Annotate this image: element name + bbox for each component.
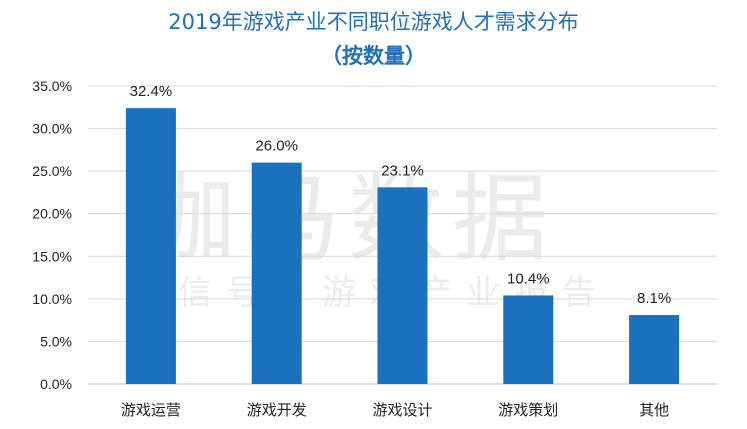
chart-subtitle: （按数量） bbox=[321, 44, 426, 68]
data-label: 32.4% bbox=[130, 83, 173, 100]
bars bbox=[125, 108, 680, 384]
y-tick-label: 20.0% bbox=[32, 206, 72, 222]
y-tick-label: 0.0% bbox=[40, 376, 72, 392]
y-tick-label: 35.0% bbox=[32, 78, 72, 94]
data-labels: 32.4% 26.0% 23.1% 10.4% 8.1% bbox=[130, 83, 672, 307]
data-label: 10.4% bbox=[507, 270, 550, 287]
x-category-label: 游戏策划 bbox=[498, 401, 558, 419]
y-tick-label: 10.0% bbox=[32, 291, 72, 307]
bar bbox=[125, 108, 176, 384]
x-category-label: 游戏运营 bbox=[121, 401, 181, 419]
bar bbox=[377, 187, 428, 384]
x-axis-categories: 游戏运营 游戏开发 游戏设计 游戏策划 其他 bbox=[121, 401, 669, 419]
y-tick-label: 30.0% bbox=[32, 121, 72, 137]
data-label: 26.0% bbox=[255, 138, 298, 155]
bar bbox=[503, 295, 554, 384]
x-category-label: 游戏开发 bbox=[247, 401, 307, 419]
watermark: 伽马数据 微信号：游戏产业报告 bbox=[130, 163, 596, 313]
y-tick-label: 25.0% bbox=[32, 163, 72, 179]
y-tick-label: 5.0% bbox=[40, 333, 72, 349]
y-axis-ticks: 0.0% 5.0% 10.0% 15.0% 20.0% 25.0% 30.0% 35.0% bbox=[32, 78, 72, 392]
watermark-main: 伽马数据 bbox=[140, 163, 556, 275]
x-category-label: 游戏设计 bbox=[372, 401, 432, 419]
bar bbox=[251, 162, 302, 384]
y-tick-label: 15.0% bbox=[32, 248, 72, 264]
x-category-label: 其他 bbox=[639, 401, 669, 419]
bar bbox=[629, 315, 680, 384]
data-label: 8.1% bbox=[637, 290, 671, 307]
chart-title: 2019年游戏产业不同职位游戏人才需求分布 bbox=[168, 10, 579, 34]
data-label: 23.1% bbox=[381, 162, 424, 179]
